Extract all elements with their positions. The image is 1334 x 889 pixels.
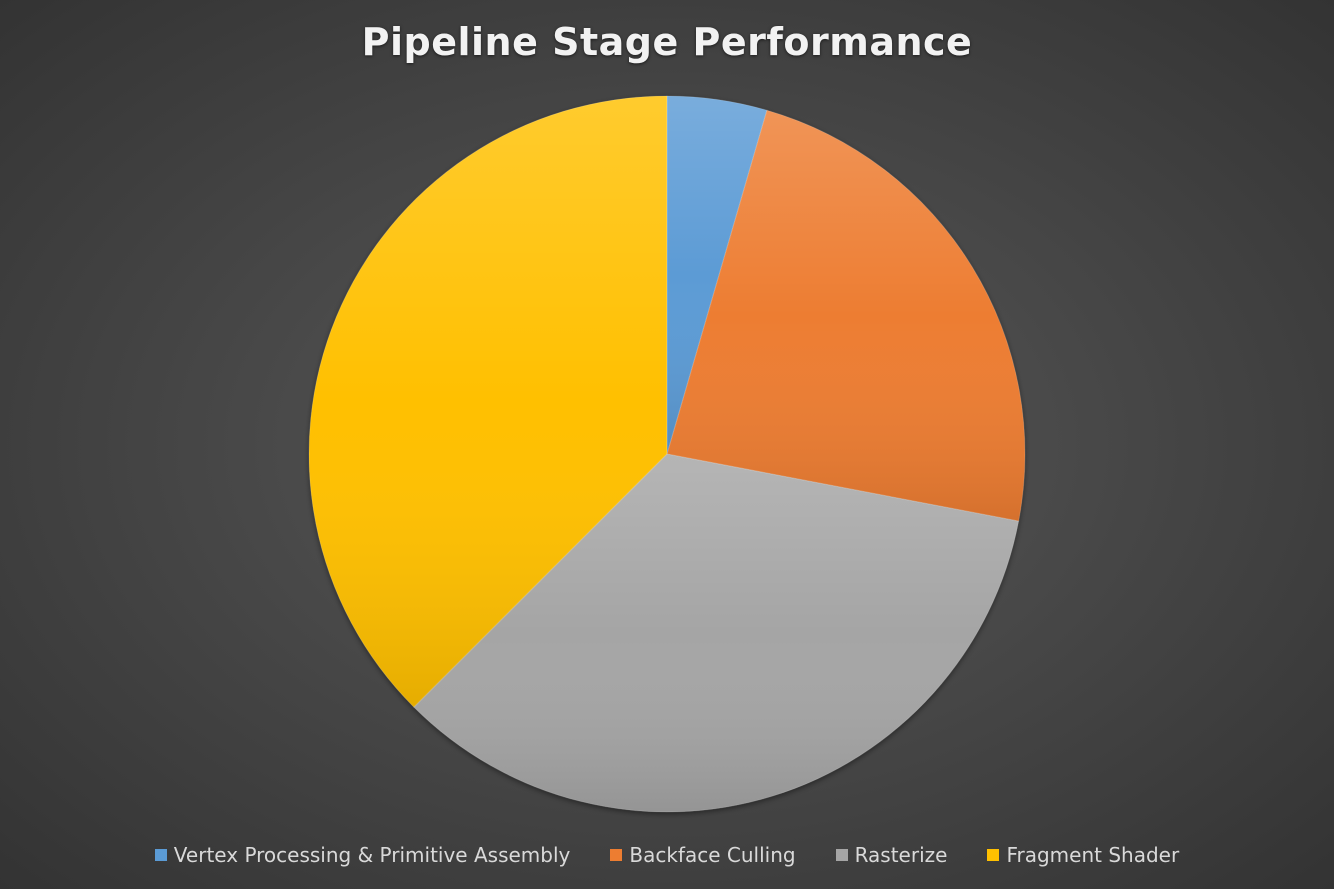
legend-item-fragment-shader: Fragment Shader: [987, 843, 1179, 867]
legend-label: Rasterize: [854, 843, 948, 867]
pie-slice-shading: [413, 453, 1020, 813]
chart-title: Pipeline Stage Performance: [361, 20, 973, 64]
legend-swatch: [987, 849, 1000, 861]
legend-label: Vertex Processing & Primitive Assembly: [173, 843, 571, 867]
pie-slice-shading: [308, 95, 668, 708]
legend-label: Fragment Shader: [1006, 843, 1180, 867]
chart-legend: Vertex Processing & Primitive Assembly Ba…: [0, 840, 1334, 870]
legend-swatch: [154, 849, 167, 861]
legend-swatch: [835, 849, 848, 861]
pie-slice-shading: [666, 109, 1026, 522]
legend-item-rasterize: Rasterize: [835, 843, 948, 867]
pie-slice-shading: [666, 95, 768, 455]
legend-swatch: [610, 849, 623, 861]
legend-item-vertex-processing-primitive-assembly: Vertex Processing & Primitive Assembly: [154, 843, 571, 867]
legend-label: Backface Culling: [629, 843, 796, 867]
legend-item-backface-culling: Backface Culling: [610, 843, 796, 867]
